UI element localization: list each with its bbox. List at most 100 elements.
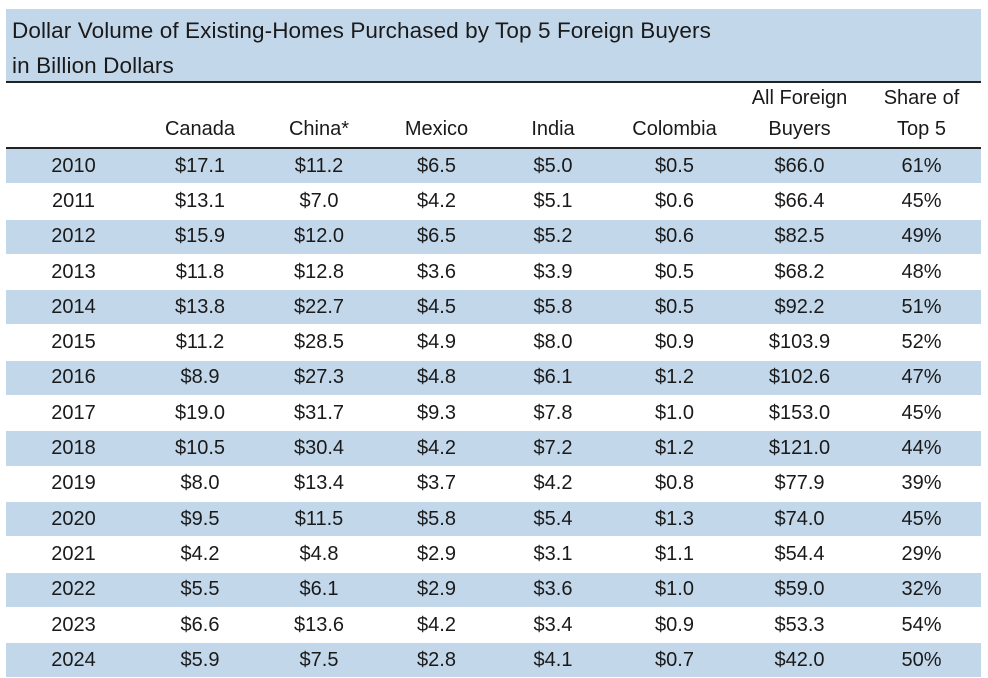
column-header-india: India	[494, 83, 612, 148]
cell-mexico: $4.2	[379, 430, 494, 467]
cell-canada: $5.9	[141, 642, 259, 678]
cell-canada: $11.8	[175, 260, 225, 283]
cell-china: $13.4	[293, 472, 345, 495]
cell-india: $7.8	[533, 401, 573, 424]
cell-all-foreign-buyers: $54.4	[774, 542, 825, 565]
cell-all-foreign-buyers: $74.0	[737, 501, 862, 537]
column-header-year	[6, 83, 141, 148]
cell-year: 2020	[6, 501, 141, 537]
table-row: 2019 $8.0 $13.4 $3.7 $4.2 $0.8 $77.9 39%	[6, 466, 981, 502]
cell-canada: $5.5	[141, 572, 259, 608]
table-row: 2024 $5.9 $7.5 $2.8 $4.1 $0.7 $42.0 50%	[6, 642, 981, 678]
cell-share-of-top-5: 44%	[862, 430, 981, 467]
cell-mexico: $4.5	[379, 289, 494, 325]
table-row: 2021 $4.2 $4.8 $2.9 $3.1 $1.1 $54.4 29%	[6, 537, 981, 573]
cell-mexico: $2.9	[379, 572, 494, 608]
cell-year: 2017	[51, 401, 96, 424]
cell-china: $13.6	[293, 613, 345, 636]
cell-share-of-top-5: 49%	[862, 219, 981, 255]
column-header-line-2: China*	[288, 118, 350, 140]
cell-colombia: $0.6	[655, 189, 694, 212]
table-body: 2010 $17.1 $11.2 $6.5 $5.0 $0.5 $66.0 61% 2011 $1…	[6, 148, 981, 678]
column-header-line-2: Canada	[164, 118, 236, 140]
table-row: 2020 $9.5 $11.5 $5.8 $5.4 $1.3 $74.0 45%	[6, 501, 981, 537]
cell-china: $6.1	[259, 572, 379, 608]
foreign-buyers-table: Canada China* Mexico India Colombia All Forei…	[6, 83, 981, 678]
cell-share-of-top-5: 54%	[901, 613, 942, 636]
table-row: 2013 $11.8 $12.8 $3.6 $3.9 $0.5 $68.2 48%	[6, 254, 981, 290]
table-row: 2011 $13.1 $7.0 $4.2 $5.1 $0.6 $66.4 45%	[6, 184, 981, 220]
column-header-canada: Canada	[141, 83, 259, 148]
cell-year: 2019	[51, 472, 96, 495]
title-divider	[6, 81, 981, 83]
cell-mexico: $2.8	[379, 642, 494, 678]
table-title-box: Dollar Volume of Existing-Homes Purchase…	[6, 9, 981, 81]
cell-canada: $9.5	[141, 501, 259, 537]
cell-china: $12.0	[259, 219, 379, 255]
cell-canada: $13.8	[141, 289, 259, 325]
cell-china: $22.7	[259, 289, 379, 325]
table-row: 2018 $10.5 $30.4 $4.2 $7.2 $1.2 $121.0 44%	[6, 430, 981, 467]
table-title-line-1: Dollar Volume of Existing-Homes Purchase…	[12, 18, 711, 43]
cell-india: $5.1	[533, 189, 573, 212]
cell-canada: $15.9	[141, 219, 259, 255]
cell-colombia: $1.0	[655, 401, 694, 424]
table-row: 2012 $15.9 $12.0 $6.5 $5.2 $0.6 $82.5 49%	[6, 219, 981, 255]
data-table-figure: Dollar Volume of Existing-Homes Purchase…	[6, 9, 981, 678]
cell-india: $5.8	[494, 289, 612, 325]
cell-mexico: $3.7	[417, 472, 456, 495]
cell-china: $4.8	[299, 542, 339, 565]
cell-share-of-top-5: 48%	[901, 260, 942, 283]
column-header-line-2: Mexico	[404, 118, 469, 140]
column-header-china: China*	[259, 83, 379, 148]
column-header-line-2: Colombia	[632, 118, 717, 140]
column-header-line-2: Buyers	[768, 118, 831, 140]
cell-canada: $17.1	[141, 148, 259, 184]
cell-india: $5.4	[494, 501, 612, 537]
cell-year: 2010	[6, 148, 141, 184]
cell-china: $11.5	[259, 501, 379, 537]
cell-canada: $13.1	[174, 189, 226, 212]
cell-all-foreign-buyers: $59.0	[737, 572, 862, 608]
cell-china: $31.7	[293, 401, 345, 424]
cell-all-foreign-buyers: $66.4	[774, 189, 825, 212]
cell-colombia: $0.8	[655, 472, 694, 495]
cell-canada: $11.2	[175, 331, 225, 354]
cell-china: $7.0	[299, 189, 339, 212]
cell-colombia: $0.9	[655, 331, 694, 354]
cell-all-foreign-buyers: $53.3	[774, 613, 825, 636]
cell-india: $4.2	[533, 472, 573, 495]
table-row: 2017 $19.0 $31.7 $9.3 $7.8 $1.0 $153.0 45%	[6, 396, 981, 431]
cell-year: 2011	[51, 189, 95, 212]
cell-china: $11.2	[259, 148, 379, 184]
cell-year: 2023	[51, 613, 96, 636]
cell-mexico: $3.6	[417, 260, 456, 283]
cell-year: 2014	[6, 289, 141, 325]
cell-colombia: $1.1	[655, 542, 694, 565]
table-row: 2014 $13.8 $22.7 $4.5 $5.8 $0.5 $92.2 51%	[6, 289, 981, 325]
cell-china: $27.3	[259, 360, 379, 396]
cell-mexico: $4.8	[379, 360, 494, 396]
cell-india: $6.1	[494, 360, 612, 396]
cell-year: 2022	[6, 572, 141, 608]
cell-share-of-top-5: 29%	[901, 542, 942, 565]
cell-all-foreign-buyers: $121.0	[737, 430, 862, 467]
cell-year: 2013	[51, 260, 96, 283]
cell-all-foreign-buyers: $153.0	[768, 401, 831, 424]
cell-india: $7.2	[494, 430, 612, 467]
cell-share-of-top-5: 61%	[862, 148, 981, 184]
cell-all-foreign-buyers: $42.0	[737, 642, 862, 678]
cell-canada: $19.0	[174, 401, 226, 424]
column-header-all-foreign-buyers: All Foreign Buyers	[737, 83, 862, 148]
table-row: 2016 $8.9 $27.3 $4.8 $6.1 $1.2 $102.6 47%	[6, 360, 981, 396]
cell-colombia: $0.6	[612, 219, 737, 255]
cell-share-of-top-5: 45%	[862, 501, 981, 537]
cell-colombia: $0.7	[612, 642, 737, 678]
table-row: 2010 $17.1 $11.2 $6.5 $5.0 $0.5 $66.0 61%	[6, 148, 981, 184]
cell-canada: $4.2	[180, 542, 220, 565]
cell-all-foreign-buyers: $66.0	[737, 148, 862, 184]
cell-india: $5.0	[494, 148, 612, 184]
cell-share-of-top-5: 39%	[901, 472, 942, 495]
column-header-share-of-top-5: Share of Top 5	[862, 83, 981, 148]
cell-mexico: $2.9	[417, 542, 456, 565]
